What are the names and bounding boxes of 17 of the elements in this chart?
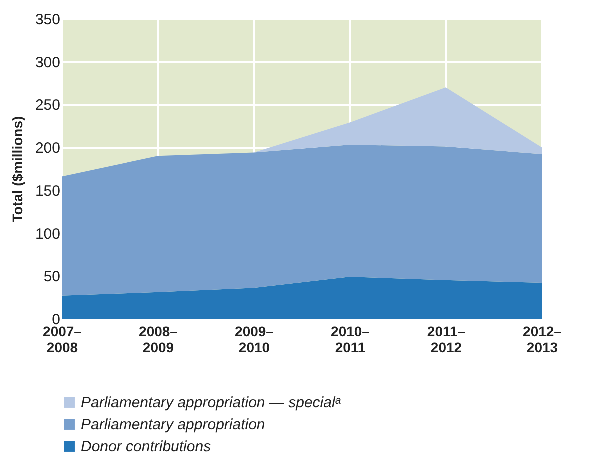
- x-tick-label: 2010–2011: [331, 324, 370, 356]
- x-tick-label: 2007–2008: [43, 324, 82, 356]
- x-tick-label: 2011–2012: [427, 324, 466, 356]
- x-tick-label: 2009–2010: [235, 324, 274, 356]
- legend-label: Parliamentary appropriation: [81, 416, 266, 434]
- legend-label: Parliamentary appropriation — specialᵃ: [81, 394, 342, 412]
- x-tick-label: 2008–2009: [139, 324, 178, 356]
- y-tick-label: 200: [35, 140, 60, 158]
- y-tick-label: 150: [35, 182, 60, 200]
- y-tick-label: 350: [35, 12, 60, 28]
- x-tick-label: 2012–2013: [523, 324, 562, 356]
- y-tick-label: 50: [44, 268, 60, 286]
- y-tick-label: 250: [35, 97, 60, 114]
- legend-label: Donor contributions: [81, 438, 212, 456]
- y-axis-title: Total ($millions): [9, 116, 26, 223]
- y-tick-label: 100: [35, 226, 60, 243]
- y-tick-label: 300: [35, 54, 60, 72]
